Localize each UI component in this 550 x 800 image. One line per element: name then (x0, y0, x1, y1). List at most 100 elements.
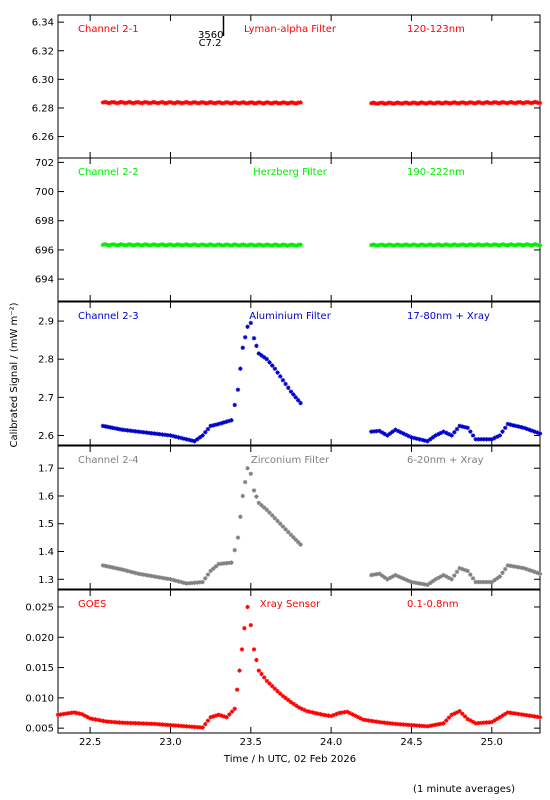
data-point (177, 242, 183, 248)
data-point (342, 709, 347, 715)
data-point (522, 100, 527, 105)
data-point (251, 647, 257, 652)
data-point (278, 691, 283, 696)
data-point (221, 561, 227, 566)
data-point (518, 100, 523, 105)
data-point (153, 242, 158, 248)
data-point (385, 577, 390, 582)
data-point (288, 532, 294, 538)
data-point (100, 423, 106, 429)
data-point (280, 693, 286, 699)
data-point (474, 242, 479, 248)
data-point (254, 243, 259, 248)
data-point (168, 722, 173, 728)
panel-frame (57, 301, 541, 446)
data-point (213, 564, 219, 569)
y-tick-label: 696 (35, 245, 54, 256)
data-point (417, 723, 422, 728)
data-point (379, 573, 385, 578)
data-point (138, 571, 144, 577)
data-point (200, 579, 205, 585)
data-point (449, 433, 454, 438)
data-point (105, 564, 111, 569)
data-point (437, 100, 442, 105)
data-point (473, 721, 478, 726)
data-point (181, 580, 187, 585)
data-point (197, 435, 203, 440)
data-point (105, 424, 111, 430)
data-point (173, 242, 178, 248)
panel-1: 6.26 6.28 6.30 6.32 6.34 Channel 2-1 Lyman-alp… (32, 14, 543, 159)
data-point (173, 100, 178, 106)
data-point (286, 697, 291, 703)
data-point (226, 560, 232, 566)
data-point (454, 569, 460, 575)
data-point (165, 722, 170, 728)
data-point (245, 466, 250, 471)
data-point (254, 100, 259, 106)
data-point (157, 722, 162, 727)
data-point (516, 565, 521, 570)
data-point (537, 571, 543, 576)
data-point (387, 575, 393, 581)
data-point (278, 521, 283, 526)
data-point (419, 242, 424, 247)
data-point (404, 100, 409, 105)
data-point (248, 622, 253, 628)
data-point (532, 429, 537, 434)
data-point (382, 431, 387, 437)
data-point (476, 720, 481, 726)
data-point (208, 568, 213, 574)
panel-frame (57, 589, 541, 734)
data-point (110, 425, 115, 431)
data-point (280, 524, 286, 529)
y-tick-label: 1.4 (38, 547, 54, 558)
data-point (485, 242, 490, 247)
data-point (205, 426, 211, 432)
data-point (411, 723, 417, 728)
data-point (513, 564, 519, 569)
data-point (170, 723, 176, 728)
data-point (521, 712, 527, 718)
data-point (254, 343, 259, 349)
data-point (258, 100, 264, 105)
data-point (537, 243, 543, 248)
data-point (423, 243, 429, 248)
data-point (398, 575, 403, 580)
data-point (63, 711, 69, 716)
data-point (236, 243, 242, 248)
data-point (155, 101, 161, 106)
data-point (294, 703, 299, 708)
data-point (152, 431, 157, 436)
data-point (423, 101, 429, 106)
data-point (298, 400, 303, 406)
data-point (529, 568, 535, 574)
data-point (219, 421, 224, 426)
data-point (511, 711, 516, 716)
data-point (374, 719, 379, 724)
data-point (203, 721, 208, 727)
data-point (417, 242, 422, 248)
data-point (140, 243, 145, 248)
data-point (242, 625, 247, 631)
data-point (106, 719, 112, 724)
data-point (149, 242, 154, 248)
data-point (256, 500, 262, 506)
data-point (441, 243, 446, 248)
data-point (456, 243, 462, 248)
data-point (224, 419, 229, 424)
data-point (469, 242, 475, 247)
data-point (217, 242, 222, 247)
data-point (128, 720, 133, 726)
data-point (239, 647, 245, 652)
data-point (339, 710, 345, 715)
data-point (258, 242, 264, 248)
x-axis-label: Time / h UTC, 02 Feb 2026 (223, 754, 356, 765)
data-point (484, 720, 489, 725)
panel-2: 694 696 698 700 702 Channel 2-2 Herzberg Filte… (35, 157, 543, 302)
data-point (441, 721, 446, 726)
data-point (412, 242, 418, 247)
data-point (414, 580, 420, 586)
data-point (310, 710, 315, 715)
data-point (136, 721, 141, 726)
